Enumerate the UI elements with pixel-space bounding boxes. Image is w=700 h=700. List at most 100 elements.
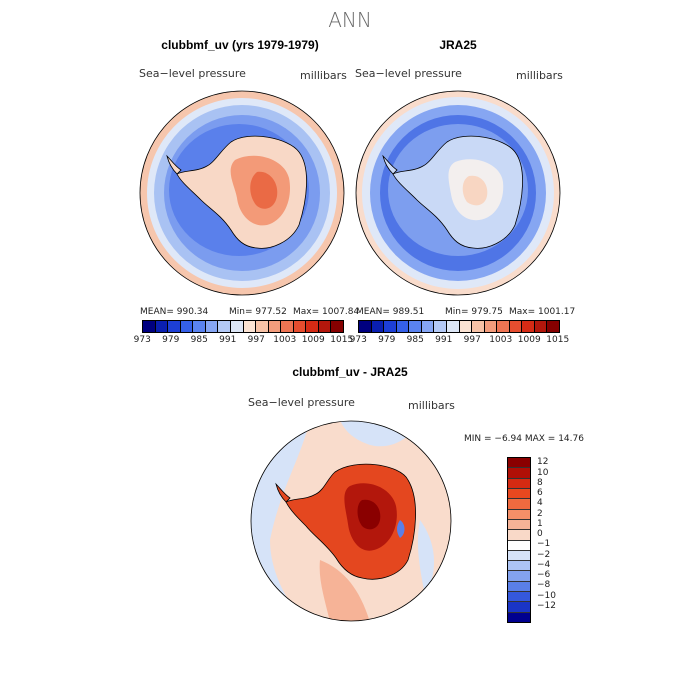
colorbar-spacer bbox=[537, 611, 567, 621]
map-3-border bbox=[250, 420, 452, 622]
colorbar-swatch bbox=[497, 321, 510, 332]
panel-2-map bbox=[355, 90, 561, 296]
colorbar-swatch bbox=[281, 321, 294, 332]
map-2-peninsula bbox=[382, 154, 398, 175]
panel-2-colorbar bbox=[358, 320, 560, 333]
colorbar-swatch bbox=[508, 478, 530, 489]
colorbar-swatch bbox=[218, 321, 231, 332]
colorbar-swatch bbox=[446, 321, 460, 332]
panel-3-map bbox=[250, 420, 452, 622]
colorbar-swatch bbox=[508, 592, 530, 603]
panel-3-min-max: MIN = −6.94 MAX = 14.76 bbox=[464, 434, 584, 444]
panel-2-colorbar-ticks: 973 979 985 991 997 1003 1009 1015 bbox=[344, 335, 572, 345]
colorbar-tick-label: 985 bbox=[190, 335, 208, 345]
colorbar-swatch bbox=[534, 321, 548, 332]
colorbar-swatch bbox=[508, 540, 530, 551]
colorbar-tick-label: 973 bbox=[133, 335, 151, 345]
colorbar-swatch bbox=[205, 321, 219, 332]
colorbar-tick-label: −8 bbox=[537, 580, 551, 591]
colorbar-tick-label: −10 bbox=[537, 590, 556, 601]
colorbar-swatch bbox=[371, 321, 385, 332]
colorbar-tick-label: 979 bbox=[378, 335, 396, 345]
colorbar-swatch bbox=[508, 571, 530, 582]
panel-1-colorbar bbox=[142, 320, 344, 333]
colorbar-tick-label: 991 bbox=[219, 335, 237, 345]
map-3-peninsula bbox=[275, 482, 291, 503]
map-3-east-negative bbox=[417, 520, 435, 595]
colorbar-tick-label: 1 bbox=[537, 518, 543, 529]
map-1-border bbox=[139, 90, 345, 296]
panel-1-map bbox=[139, 90, 345, 296]
colorbar-swatch bbox=[508, 612, 530, 622]
colorbar-tick-label: 1003 bbox=[489, 335, 513, 345]
colorbar-tick-label: −1 bbox=[537, 539, 551, 550]
colorbar-tick-label: −12 bbox=[537, 600, 556, 611]
colorbar-swatch bbox=[306, 321, 319, 332]
colorbar-swatch bbox=[193, 321, 206, 332]
colorbar-swatch bbox=[396, 321, 410, 332]
colorbar-tick-label: 991 bbox=[435, 335, 453, 345]
panel-1-title: clubbmf_uv (yrs 1979-1979) bbox=[161, 38, 319, 52]
colorbar-tick-label: 12 bbox=[537, 457, 549, 468]
panel-3-variable-label: Sea−level pressure bbox=[248, 396, 355, 409]
colorbar-swatch bbox=[168, 321, 181, 332]
colorbar-swatch bbox=[508, 530, 530, 541]
map-3-peak-cell bbox=[357, 499, 381, 530]
panel-1-colorbar-ticks: 973 979 985 991 997 1003 1009 1015 bbox=[128, 335, 356, 345]
panel-1-mean: MEAN= 990.34 bbox=[140, 307, 209, 317]
colorbar-tick-label: 997 bbox=[463, 335, 481, 345]
colorbar-swatch bbox=[508, 561, 530, 572]
colorbar-swatch bbox=[180, 321, 194, 332]
colorbar-tick-label: 979 bbox=[162, 335, 180, 345]
panel-2-units-label: millibars bbox=[516, 69, 563, 82]
colorbar-swatch bbox=[547, 321, 559, 332]
colorbar-swatch bbox=[508, 550, 530, 562]
colorbar-tick-label: 973 bbox=[349, 335, 367, 345]
colorbar-tick-label: 1015 bbox=[546, 335, 570, 345]
colorbar-swatch bbox=[508, 509, 530, 520]
panel-1-units-label: millibars bbox=[300, 69, 347, 82]
colorbar-swatch bbox=[508, 519, 530, 531]
panel-3-colorbar-ticks: 12 10 8 6 4 2 1 0 −1 −2 −4 −6 −8 −10 −12 bbox=[537, 457, 567, 621]
panel-1-min: Min= 977.52 bbox=[229, 307, 287, 317]
colorbar-swatch bbox=[243, 321, 257, 332]
colorbar-swatch bbox=[409, 321, 422, 332]
panel-2-mean: MEAN= 989.51 bbox=[356, 307, 425, 317]
panel-1-max: Max= 1007.84 bbox=[293, 307, 360, 317]
colorbar-tick-label: −4 bbox=[537, 559, 551, 570]
colorbar-tick-label: 1003 bbox=[273, 335, 297, 345]
colorbar-swatch bbox=[508, 458, 530, 469]
colorbar-swatch bbox=[484, 321, 498, 332]
panel-3-colorbar bbox=[507, 457, 531, 623]
map-2-interior-warm bbox=[462, 175, 488, 206]
colorbar-tick-label: 8 bbox=[537, 477, 543, 488]
panel-3-title: clubbmf_uv - JRA25 bbox=[292, 365, 408, 379]
colorbar-tick-label: 10 bbox=[537, 467, 549, 478]
colorbar-swatch bbox=[155, 321, 169, 332]
colorbar-swatch bbox=[508, 602, 530, 613]
colorbar-swatch bbox=[508, 581, 530, 593]
colorbar-tick-label: 2 bbox=[537, 508, 543, 519]
colorbar-tick-label: 1009 bbox=[301, 335, 325, 345]
colorbar-tick-label: 4 bbox=[537, 498, 543, 509]
colorbar-swatch bbox=[508, 468, 530, 479]
panel-2-min: Min= 979.75 bbox=[445, 307, 503, 317]
colorbar-swatch bbox=[509, 321, 523, 332]
colorbar-tick-label: 6 bbox=[537, 488, 543, 498]
colorbar-swatch bbox=[522, 321, 535, 332]
colorbar-swatch bbox=[143, 321, 156, 332]
map-1-interior-peak bbox=[250, 171, 278, 209]
colorbar-swatch bbox=[318, 321, 332, 332]
colorbar-swatch bbox=[230, 321, 244, 332]
panel-3-units-label: millibars bbox=[408, 399, 455, 412]
colorbar-swatch bbox=[293, 321, 307, 332]
colorbar-swatch bbox=[331, 321, 343, 332]
panel-2-max: Max= 1001.17 bbox=[509, 307, 576, 317]
figure-title: ANN bbox=[328, 8, 372, 32]
colorbar-swatch bbox=[459, 321, 473, 332]
map-1-peninsula bbox=[166, 154, 182, 175]
colorbar-tick-label: −6 bbox=[537, 570, 551, 580]
colorbar-swatch bbox=[508, 488, 530, 500]
colorbar-swatch bbox=[384, 321, 397, 332]
panel-2-variable-label: Sea−level pressure bbox=[355, 67, 462, 80]
